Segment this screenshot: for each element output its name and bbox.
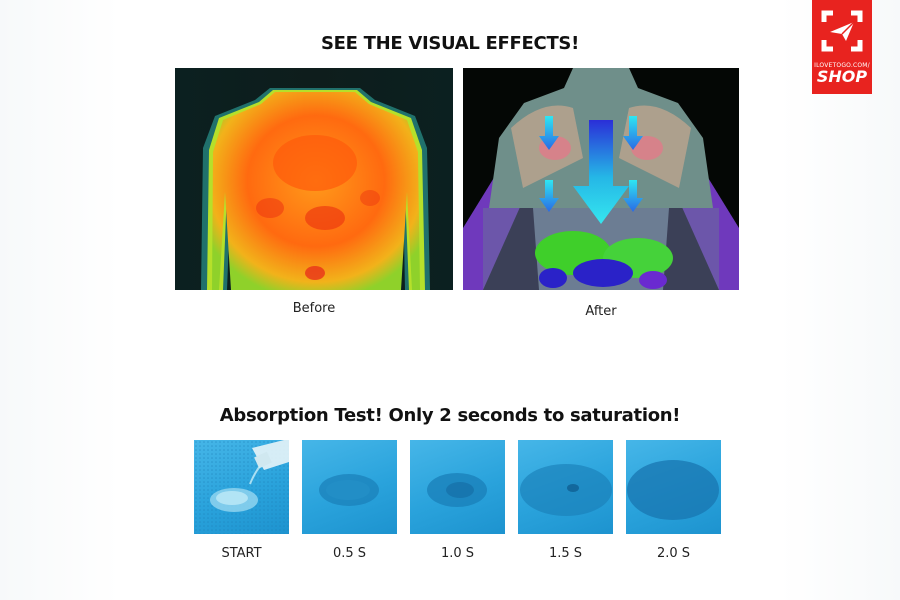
visual-effects-title: SEE THE VISUAL EFFECTS!	[321, 33, 579, 54]
step-label: START	[221, 546, 262, 561]
logo-domain: ILOVETOGO.COM/	[814, 62, 870, 69]
absorption-1-5s-image	[518, 440, 613, 534]
step-label: 0.5 S	[332, 546, 367, 561]
absorption-test-title: Absorption Test! Only 2 seconds to satur…	[219, 405, 681, 426]
logo-shop-text: SHOP	[816, 67, 868, 86]
bracket-plane-icon	[821, 10, 863, 52]
absorption-1-0s-image	[410, 440, 505, 534]
before-caption: Before	[292, 301, 336, 316]
absorption-start-image	[194, 440, 289, 534]
step-label: 1.0 S	[440, 546, 475, 561]
after-thermal-image	[463, 68, 739, 290]
absorption-0-5s-image	[302, 440, 397, 534]
shop-logo[interactable]: ILOVETOGO.COM/ SHOP	[812, 0, 872, 94]
step-label: 1.5 S	[548, 546, 583, 561]
absorption-2-0s-image	[626, 440, 721, 534]
after-caption: After	[585, 304, 617, 319]
before-thermal-image	[175, 68, 453, 290]
step-label: 2.0 S	[656, 546, 691, 561]
